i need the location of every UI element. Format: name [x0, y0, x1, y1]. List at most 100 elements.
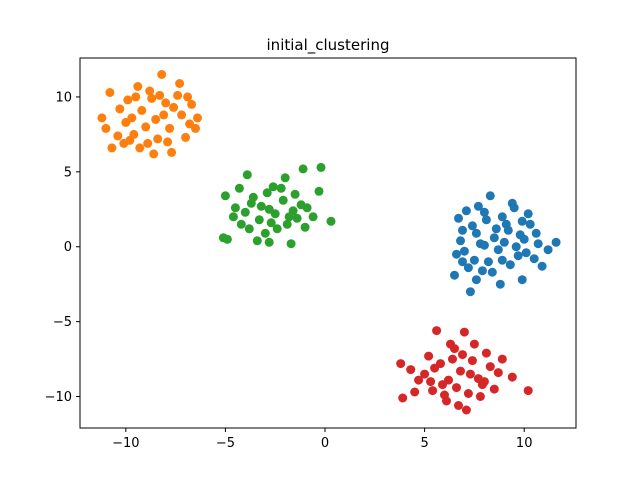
scatter-point-series-1 — [465, 287, 475, 297]
scatter-point-series-3 — [244, 224, 254, 234]
scatter-point-series-3 — [254, 215, 264, 225]
scatter-point-series-4 — [420, 369, 430, 379]
scatter-point-series-3 — [228, 212, 238, 222]
scatter-point-series-3 — [302, 203, 312, 213]
scatter-point-series-2 — [161, 98, 171, 108]
scatter-point-series-4 — [446, 339, 455, 349]
y-axis: −10 −5 0 5 10 — [45, 90, 80, 405]
scatter-point-series-3 — [246, 198, 256, 208]
scatter-point-series-4 — [465, 369, 475, 379]
scatter-point-series-3 — [256, 201, 266, 211]
scatter-point-series-3 — [298, 164, 308, 174]
scatter-point-series-4 — [448, 354, 457, 364]
scatter-point-series-3 — [288, 206, 298, 216]
scatter-point-series-3 — [272, 224, 282, 234]
scatter-point-series-1 — [471, 275, 481, 285]
scatter-point-series-1 — [495, 279, 505, 289]
points-layer — [97, 70, 561, 415]
scatter-point-series-1 — [517, 275, 527, 285]
scatter-point-series-2 — [157, 70, 167, 79]
scatter-point-series-1 — [459, 246, 469, 256]
chart-title: initial_clustering — [267, 36, 390, 55]
scatter-point-series-3 — [292, 213, 302, 223]
scatter-point-series-3 — [230, 203, 240, 213]
scatter-point-series-4 — [432, 326, 442, 336]
x-tick-label: 0 — [321, 436, 329, 451]
scatter-point-series-2 — [131, 92, 141, 102]
scatter-point-series-4 — [414, 375, 424, 385]
scatter-point-series-1 — [501, 219, 511, 229]
scatter-point-series-3 — [252, 236, 262, 246]
scatter-point-series-2 — [165, 123, 175, 133]
scatter-point-series-4 — [463, 389, 473, 398]
scatter-point-series-3 — [234, 183, 244, 193]
scatter-point-series-1 — [511, 242, 521, 252]
scatter-point-series-4 — [467, 356, 477, 366]
scatter-point-series-3 — [278, 195, 288, 205]
scatter-point-series-2 — [149, 149, 159, 159]
scatter-point-series-1 — [513, 251, 523, 261]
scatter-point-series-4 — [424, 351, 434, 361]
scatter-point-series-2 — [123, 95, 133, 105]
scatter-point-series-1 — [499, 237, 509, 247]
scatter-point-series-4 — [396, 359, 406, 369]
scatter-point-series-1 — [525, 219, 535, 229]
scatter-point-series-3 — [260, 228, 270, 238]
scatter-point-series-2 — [185, 119, 195, 129]
scatter-point-series-4 — [493, 368, 503, 378]
scatter-point-series-1 — [458, 225, 467, 235]
scatter-point-series-4 — [485, 362, 495, 372]
scatter-point-series-2 — [175, 79, 185, 88]
scatter-point-series-3 — [240, 207, 250, 217]
y-tick-label: −5 — [53, 315, 72, 330]
scatter-point-series-3 — [276, 183, 286, 193]
scatter-point-series-4 — [497, 354, 507, 364]
scatter-point-series-1 — [473, 201, 483, 211]
scatter-point-series-1 — [483, 257, 493, 267]
scatter-point-series-1 — [479, 207, 489, 217]
scatter-point-series-2 — [135, 143, 145, 153]
scatter-point-series-1 — [463, 263, 473, 273]
scatter-point-series-2 — [115, 104, 125, 114]
scatter-point-series-1 — [461, 206, 471, 216]
scatter-point-series-3 — [262, 188, 272, 198]
scatter-point-series-1 — [515, 230, 525, 240]
scatter-point-series-2 — [173, 90, 183, 100]
scatter-point-series-2 — [163, 137, 173, 147]
scatter-point-series-1 — [454, 213, 463, 223]
scatter-point-series-1 — [531, 228, 541, 238]
scatter-point-series-1 — [497, 212, 507, 222]
scatter-point-series-4 — [452, 383, 461, 393]
scatter-point-series-2 — [97, 113, 107, 123]
scatter-point-series-4 — [442, 396, 451, 406]
scatter-point-series-4 — [479, 377, 489, 387]
scatter-point-series-4 — [489, 384, 499, 394]
scatter-point-series-4 — [454, 401, 463, 410]
scatter-point-series-3 — [264, 237, 274, 247]
scatter-point-series-2 — [169, 102, 179, 112]
scatter-point-series-2 — [147, 93, 157, 103]
scatter-point-series-1 — [497, 255, 507, 265]
scatter-point-series-1 — [529, 254, 539, 264]
scatter-point-series-2 — [127, 113, 137, 123]
scatter-point-series-1 — [450, 270, 459, 280]
scatter-point-series-1 — [452, 249, 461, 259]
scatter-point-series-2 — [183, 92, 193, 102]
scatter-point-series-3 — [314, 186, 324, 196]
scatter-point-series-1 — [523, 209, 533, 219]
scatter-point-series-4 — [523, 386, 533, 396]
scatter-point-series-2 — [181, 132, 191, 142]
scatter-point-series-2 — [133, 82, 143, 91]
scatter-point-series-2 — [187, 99, 197, 109]
scatter-point-series-2 — [177, 110, 187, 120]
scatter-point-series-3 — [300, 222, 310, 232]
scatter-point-series-1 — [533, 239, 543, 249]
scatter-point-series-2 — [145, 86, 155, 96]
scatter-point-series-1 — [491, 224, 501, 234]
scatter-point-series-4 — [458, 350, 467, 360]
scatter-point-series-1 — [537, 261, 547, 271]
scatter-point-series-1 — [481, 215, 491, 225]
scatter-point-series-3 — [280, 173, 290, 183]
x-tick-label: 10 — [516, 436, 533, 451]
scatter-point-series-4 — [426, 377, 436, 387]
